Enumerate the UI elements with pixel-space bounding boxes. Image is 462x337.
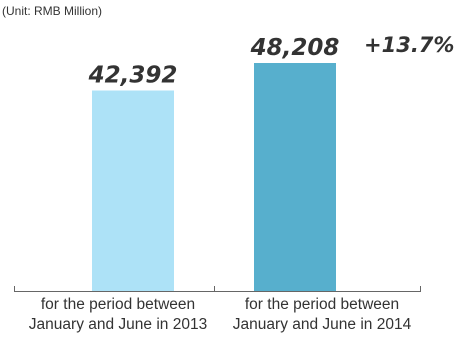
bar-1	[254, 63, 336, 291]
category-label-0-line-1: January and June in 2013	[29, 316, 207, 333]
value-label-0: 42,392	[88, 63, 178, 89]
change-label: +13.7%	[364, 33, 454, 57]
category-label-0-line-0: for the period between	[41, 296, 195, 313]
bar-0	[92, 91, 174, 291]
value-label-1: 48,208	[250, 35, 340, 61]
category-label-1-line-1: January and June in 2014	[233, 316, 412, 333]
category-label-1-line-0: for the period between	[245, 296, 399, 313]
